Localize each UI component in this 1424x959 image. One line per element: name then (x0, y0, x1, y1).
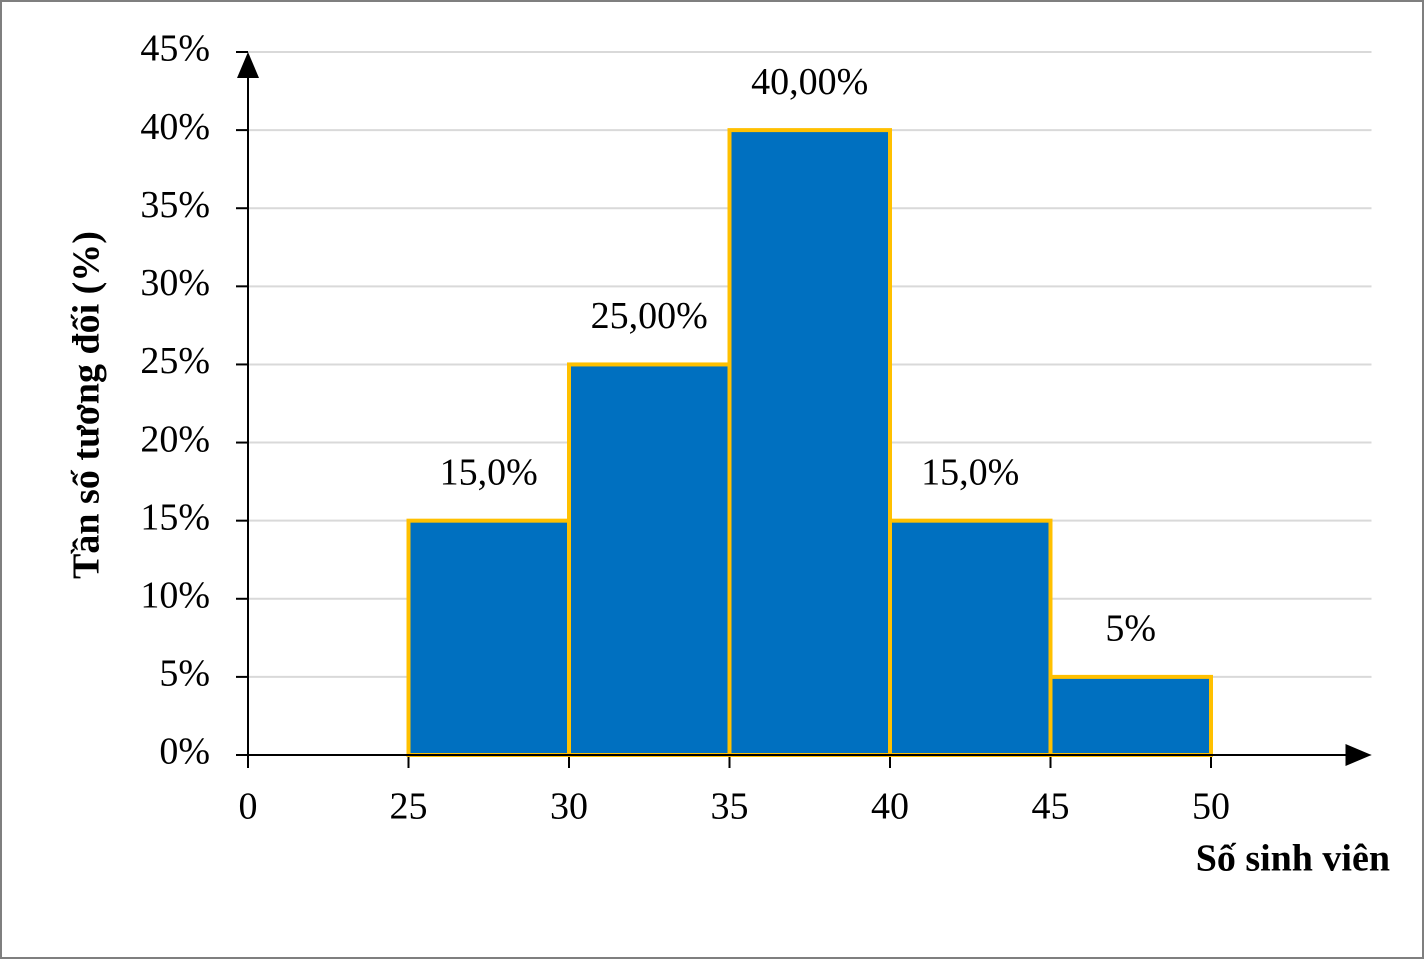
bar (727, 128, 892, 758)
y-axis-title: Tần số tương đối (%) (66, 231, 108, 579)
y-tick-label: 35% (140, 184, 210, 226)
x-axis-arrow (1345, 744, 1372, 766)
x-tick-label: 35 (711, 786, 749, 828)
y-tick-label: 45% (140, 28, 210, 70)
x-tick-label: 25 (390, 786, 428, 828)
y-tick-label: 40% (140, 106, 210, 148)
y-tick-label: 20% (140, 418, 210, 460)
x-axis-title: Số sinh viên (1196, 838, 1390, 880)
bar (406, 518, 571, 758)
data-label: 15,0% (440, 451, 538, 493)
y-tick-label: 15% (140, 496, 210, 538)
bar (1048, 674, 1213, 758)
y-tick-label: 10% (140, 574, 210, 616)
x-tick-label: 30 (550, 786, 588, 828)
data-label: 40,00% (751, 61, 868, 103)
x-tick-label: 0 (239, 786, 258, 828)
y-axis-arrow (237, 52, 259, 78)
data-label: 5% (1105, 608, 1156, 650)
y-tick-label: 0% (159, 731, 210, 773)
y-tick-label: 30% (140, 262, 210, 304)
x-tick-label: 40 (871, 786, 909, 828)
x-tick-label: 45 (1032, 786, 1070, 828)
y-tick-label: 25% (140, 340, 210, 382)
data-label: 15,0% (921, 451, 1019, 493)
x-tick-label: 50 (1192, 786, 1230, 828)
bar (888, 518, 1053, 758)
y-tick-label: 5% (159, 653, 210, 695)
bar (567, 362, 732, 757)
data-label: 25,00% (591, 295, 708, 337)
